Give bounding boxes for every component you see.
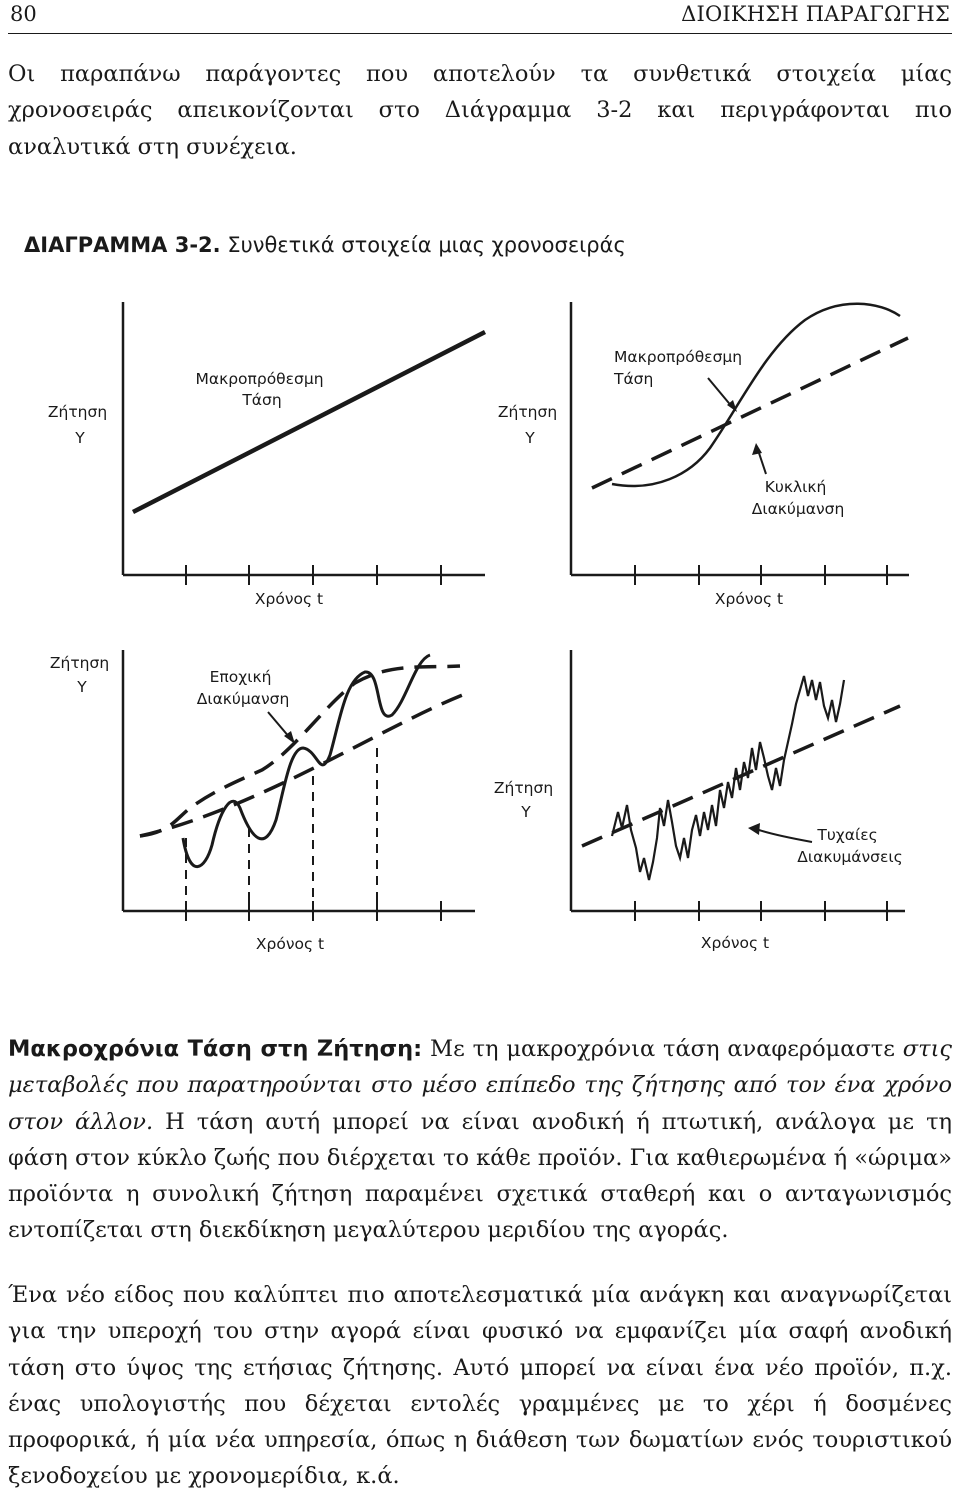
arrow-random-head [748,823,760,835]
page-number: 80 [10,2,37,26]
trend-paragraph-lead: Με τη μακροχρόνια τάση αναφερόμαστε [430,1036,895,1062]
header-rule [8,33,952,34]
arrow-trend-head [727,400,737,412]
figure-caption: ΔΙΑΓΡΑΜΜΑ 3-2. Συνθετικά στοιχεία μιας χ… [24,233,626,257]
panel-cyclical-y-label: Ζήτηση Y [498,403,562,447]
panel-cyclical: Ζήτηση Y Μακροπρόθεσμη Τάση Κυκλική Διακ… [498,302,909,608]
trend-paragraph-italic: στις μεταβολές που παρατηρούνται στο μέσ… [8,1036,953,1135]
arrow-seasonal [267,711,291,739]
panel-trend-x-ticks [185,565,442,585]
panel-random: Ζήτηση Y Τυχαίες Διακυμάνσεις Χρόνος t [494,650,905,952]
panel-trend: Ζήτηση Y Μακροπρόθεσμη Τάση Χρόνος t [48,302,487,608]
panel-cyclical-annotation-cycle: Κυκλική Διακύμανση [752,478,845,518]
seasonal-dashed-envelope [139,664,461,838]
panel-seasonal-y-label: Ζήτηση Y [50,654,114,696]
new-product-paragraph: Ένα νέο είδος που καλύπτει πιο αποτελεσμ… [8,1282,952,1490]
trend-line [131,329,487,515]
panel-random-x-label: Χρόνος t [701,934,769,952]
arrow-cyclical [757,449,767,475]
panel-cyclical-annotation-trend: Μακροπρόθεσμη Τάση [613,348,747,388]
panel-seasonal: Ζήτηση Y Εποχική Διακύμανση Χρόνος t [50,650,475,953]
trend-paragraph-rest: Η τάση αυτή μπορεί να είναι ανοδική ή πτ… [8,1108,952,1244]
figure-caption-text: Συνθετικά στοιχεία μιας χρονοσειράς [227,233,626,257]
cyclical-curve [611,302,901,488]
panel-cyclical-x-ticks [634,565,888,585]
panel-random-y-label: Ζήτηση Y [494,779,558,821]
season-dividers [185,748,378,905]
seasonal-curve [181,653,431,869]
figure-caption-label: ΔΙΑΓΡΑΜΜΑ 3-2. [24,233,221,257]
random-noise-curve [610,675,846,881]
panel-trend-x-label: Χρόνος t [255,590,323,608]
trend-paragraph: Μακροχρόνια Τάση στη Ζήτηση: Με τη μακρο… [8,1031,952,1249]
arrow-random [755,828,813,843]
panel-random-annotation: Τυχαίες Διακυμάνσεις [797,826,902,866]
panel-seasonal-annotation: Εποχική Διακύμανση [197,668,290,708]
panel-cyclical-x-label: Χρόνος t [715,590,783,608]
arrow-trend [707,377,734,409]
panel-seasonal-x-label: Χρόνος t [256,935,324,953]
panel-trend-y-label: Ζήτηση Y [48,403,112,447]
panel-random-x-ticks [634,901,888,921]
panel-trend-annotation-trend: Μακροπρόθεσμη Τάση [195,370,328,409]
arrow-seasonal-head [284,731,295,744]
intro-paragraph: Οι παραπάνω παράγοντες που αποτελούν τα … [8,61,952,160]
seasonal-dashed-trend [139,692,466,838]
trend-dashed-line [591,336,909,490]
running-title: ΔΙΟΙΚΗΣΗ ΠΑΡΑΓΩΓΗΣ [681,2,950,26]
time-series-components-diagram: Ζήτηση Y Μακροπρόθεσμη Τάση Χρόνος t Ζήτ… [48,302,909,953]
section-heading: Μακροχρόνια Τάση στη Ζήτηση: [8,1036,423,1062]
arrow-cyclical-head [752,443,762,455]
